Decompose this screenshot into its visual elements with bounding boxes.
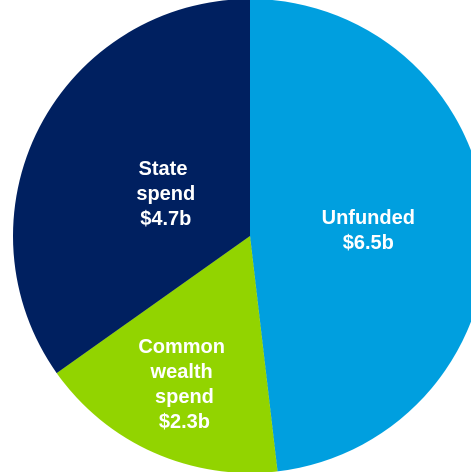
- pie-slice: [250, 0, 471, 472]
- slice-value: $6.5b: [343, 232, 394, 254]
- pie-slice: [13, 0, 250, 374]
- slice-label: State spend: [136, 158, 195, 205]
- slice-value: $4.7b: [140, 208, 191, 230]
- label-line: wealth: [150, 361, 213, 383]
- label-line: State: [139, 158, 188, 180]
- label-line: spend: [155, 386, 214, 408]
- label-line: Common: [138, 336, 225, 358]
- slice-value: $2.3b: [159, 411, 210, 433]
- label-line: spend: [136, 183, 195, 205]
- slice-label: Unfunded: [322, 207, 415, 229]
- slice-label: Common wealth spend: [138, 336, 230, 408]
- pie-slice: [56, 236, 278, 472]
- label-line: Unfunded: [322, 207, 415, 229]
